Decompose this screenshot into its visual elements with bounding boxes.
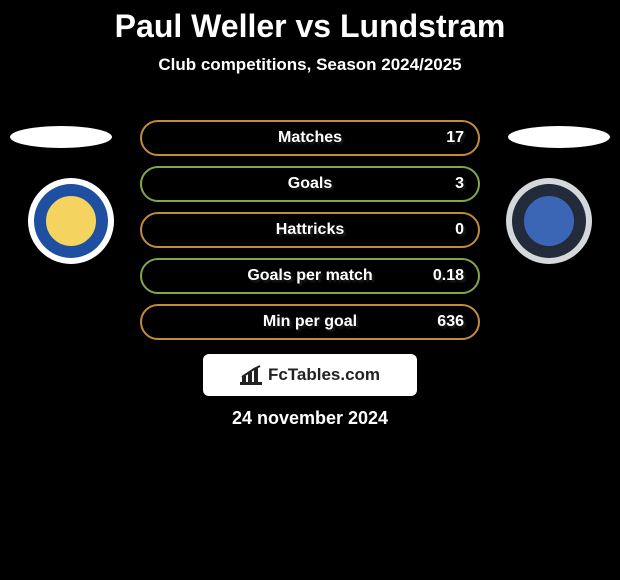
stat-row: Hattricks 0: [140, 212, 480, 248]
fctables-watermark: FcTables.com: [203, 354, 417, 396]
chart-icon: [240, 365, 262, 385]
stat-value: 0: [455, 221, 464, 239]
stat-row: Matches 17: [140, 120, 480, 156]
stat-value: 17: [446, 129, 464, 147]
left-player-placeholder: [10, 126, 112, 148]
page-title: Paul Weller vs Lundstram: [0, 0, 620, 45]
stat-label: Goals per match: [247, 267, 372, 285]
stat-value: 636: [437, 313, 464, 331]
right-club-logo: [506, 178, 592, 264]
logo-core: [520, 192, 578, 250]
logo-core: [42, 192, 100, 250]
stat-label: Matches: [278, 129, 342, 147]
stat-row: Goals per match 0.18: [140, 258, 480, 294]
fctables-label: FcTables.com: [268, 365, 380, 385]
stat-label: Min per goal: [263, 313, 357, 331]
subtitle: Club competitions, Season 2024/2025: [0, 55, 620, 75]
right-player-placeholder: [508, 126, 610, 148]
stat-row: Min per goal 636: [140, 304, 480, 340]
left-club-logo: [28, 178, 114, 264]
stat-row: Goals 3: [140, 166, 480, 202]
stat-label: Goals: [288, 175, 332, 193]
stat-label: Hattricks: [276, 221, 344, 239]
stat-value: 0.18: [433, 267, 464, 285]
stat-value: 3: [455, 175, 464, 193]
date-line: 24 november 2024: [0, 408, 620, 429]
stats-container: Matches 17 Goals 3 Hattricks 0 Goals per match…: [140, 120, 480, 350]
